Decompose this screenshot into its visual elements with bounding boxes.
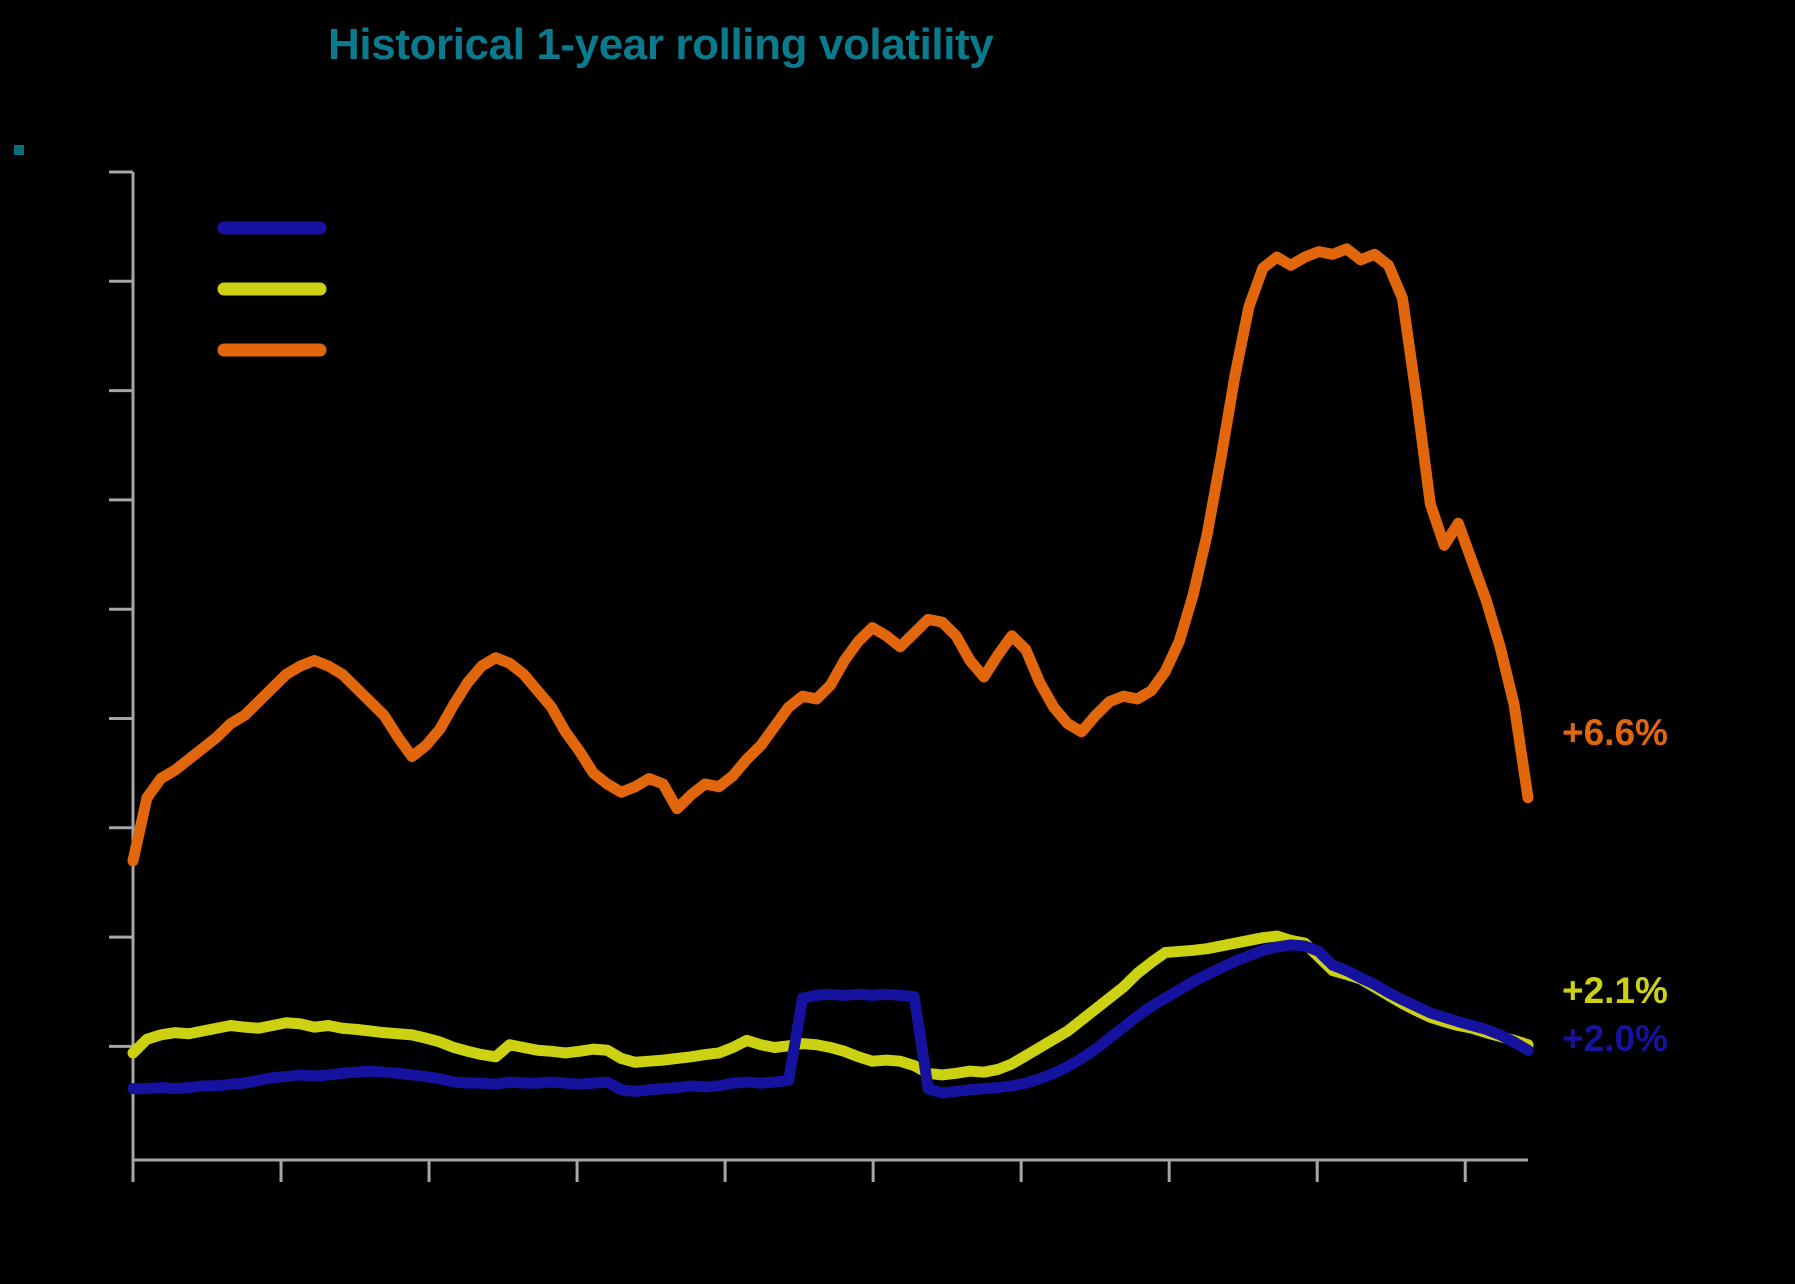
page-title: Historical 1-year rolling volatility: [328, 20, 994, 69]
corner-marker-dot: [14, 145, 24, 155]
end-label-yellow: +2.1%: [1562, 970, 1668, 1011]
x-axis-ticks: [131, 1160, 1467, 1182]
series-group: [127, 243, 1534, 1099]
legend: [217, 221, 327, 357]
y-axis-ticks: [109, 170, 133, 1048]
series-line-blue: [127, 939, 1534, 1099]
axes-group: [109, 170, 1528, 1182]
series-line-orange: [127, 243, 1534, 867]
end-label-orange: +6.6%: [1562, 712, 1668, 753]
end-label-blue: +2.0%: [1562, 1018, 1668, 1059]
